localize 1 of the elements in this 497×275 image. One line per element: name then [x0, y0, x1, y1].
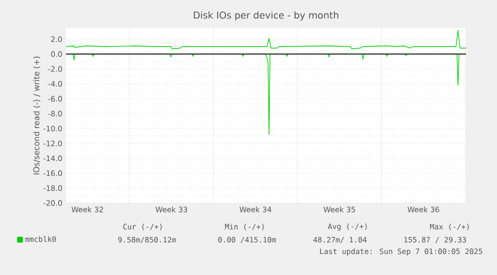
- chart-title: Disk IOs per device - by month: [194, 11, 338, 20]
